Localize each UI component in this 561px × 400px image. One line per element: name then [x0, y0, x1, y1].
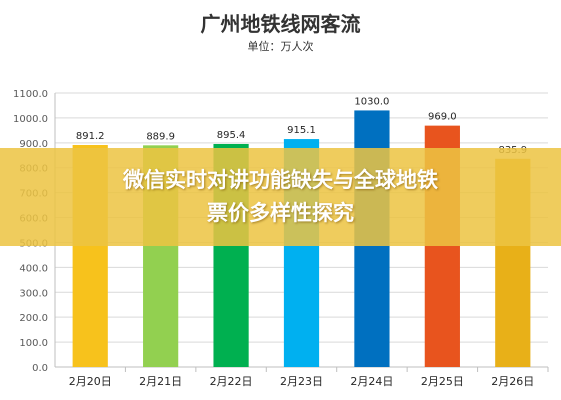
x-tick-label: 2月22日	[210, 375, 253, 388]
y-tick-label: 1000.0	[13, 114, 48, 125]
y-tick-label: 400.0	[19, 263, 48, 274]
y-tick-label: 300.0	[19, 288, 48, 299]
y-tick-label: 100.0	[19, 338, 48, 349]
chart-title: 广州地铁线网客流	[200, 12, 361, 36]
bar-value-label: 915.1	[287, 125, 316, 136]
y-tick-label: 0.0	[32, 363, 48, 374]
x-tick-label: 2月21日	[139, 375, 182, 388]
banner-text-line-1: 微信实时对讲功能缺失与全球地铁	[123, 168, 438, 192]
bar-value-label: 891.2	[76, 131, 105, 142]
overlay-banner: 微信实时对讲功能缺失与全球地铁 票价多样性探究	[0, 148, 561, 246]
banner-text-line-2: 票价多样性探究	[207, 201, 354, 225]
x-tick-label: 2月25日	[421, 375, 464, 388]
x-tick-label: 2月20日	[69, 375, 112, 388]
x-tick-label: 2月24日	[350, 375, 393, 388]
x-tick-label: 2月23日	[280, 375, 323, 388]
chart-subtitle: 单位：万人次	[247, 40, 314, 53]
bar-value-label: 895.4	[217, 130, 246, 141]
y-tick-label: 900.0	[19, 139, 48, 150]
y-tick-label: 200.0	[19, 313, 48, 324]
y-tick-label: 1100.0	[13, 89, 48, 100]
x-tick-label: 2月26日	[491, 375, 534, 388]
bar-value-label: 889.9	[146, 131, 175, 142]
bar-value-label: 969.0	[428, 112, 457, 123]
bar-value-label: 1030.0	[354, 96, 389, 107]
